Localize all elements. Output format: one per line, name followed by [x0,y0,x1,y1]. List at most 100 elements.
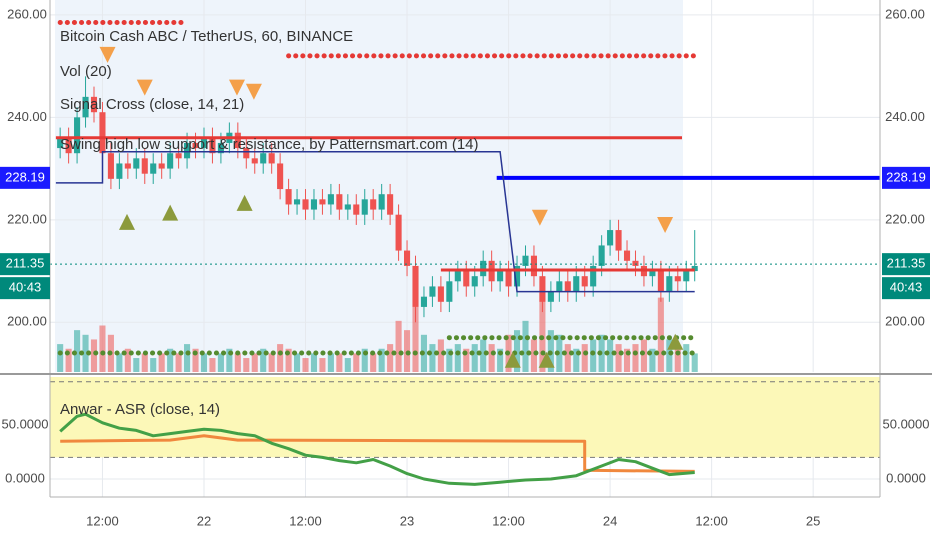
candle-body [556,281,563,292]
candle-body [370,199,377,210]
x-tick-label: 22 [197,513,211,528]
volume-bar [344,358,351,372]
candle-body [420,296,428,307]
volume-bar [277,344,284,372]
signal-marker [118,213,135,230]
overlay-line [55,150,695,293]
y-tick-label: 260.00 [7,6,47,21]
volume-bar [378,348,385,372]
volume-bar [57,344,64,372]
volume-bar [539,292,546,372]
volume-bar [150,358,157,372]
indicator-label: Vol (20) [60,63,112,80]
candle-body [116,163,123,179]
y-tick-label: 220.00 [7,211,47,226]
candle-body [607,230,614,246]
volume-bar [522,320,529,372]
y-tick-label: 0.0000 [886,470,926,485]
candle-body [471,276,478,287]
x-tick-label: 12:00 [695,513,728,528]
indicator-label: Swing high low support & resistance, by … [60,136,479,153]
candle-body [564,281,571,292]
y-tick-label: 220.00 [885,211,925,226]
candle-body [429,286,436,297]
candle-body [530,255,538,277]
candle-body [209,137,216,154]
volume-bar [302,358,309,372]
volume-bar [454,344,461,372]
volume-bar [353,353,360,372]
price-tag [882,166,930,189]
price-tag [882,253,930,276]
volume-bar [336,353,343,372]
volume-bar [640,339,647,372]
volume-bar [116,353,123,372]
price-tag-label: 228.19 [5,169,45,184]
candle-body [412,265,419,307]
candle-body [336,194,343,210]
volume-bar [209,358,216,372]
volume-bar [590,339,597,372]
volume-bar [217,353,224,372]
volume-bar [294,353,301,372]
labels: Bitcoin Cash ABC / TetherUS, 60, BINANCE… [0,6,930,528]
candle-body [234,132,241,149]
x-tick-label: 12:00 [492,513,525,528]
volume-bar [268,353,275,372]
volume-bar [192,348,199,372]
candle-body [547,291,554,302]
candle-body [175,153,182,159]
oscillator-pane [50,377,880,486]
candle-body [657,271,664,292]
volume-bar [412,306,419,372]
volume-bar [395,320,402,372]
session-highlight [55,0,683,372]
volume-bar [327,353,334,372]
candle-body [285,189,292,205]
candle-body [539,276,546,302]
candle-body [167,153,174,169]
volume-bar [530,339,538,372]
y-tick-label: 240.00 [885,109,925,124]
y-tick-label: 240.00 [7,109,47,124]
candle-body [133,158,140,169]
volume-bar [480,339,487,372]
candle-body [251,158,258,164]
candle-body [99,112,106,154]
volume-bar [226,348,233,372]
candle-body [395,214,402,251]
x-tick-label: 25 [806,513,820,528]
volume-bar [674,348,681,372]
candle-body [590,265,597,287]
volume-bar [370,353,377,372]
volume-bar [133,358,140,372]
x-tick-label: 12:00 [86,513,119,528]
candle-body [74,117,81,154]
volume-bar [607,339,614,372]
candle-body [141,158,148,174]
volume-bar [573,348,580,372]
volume-bar [310,353,318,372]
signal-marker [531,209,548,226]
volume-bar [581,344,588,372]
price-tag [0,166,50,189]
candle-body [294,199,301,205]
volume-bar [361,348,368,372]
candle-body [124,163,131,169]
volume-bar [200,353,208,372]
candle-body [361,199,368,215]
volume-bar [234,353,241,372]
x-tick-label: 24 [603,513,617,528]
signal-marker [162,204,179,221]
candle-body [497,271,504,282]
volume-bar [158,353,165,372]
volume-bar [683,344,690,372]
signal-marker [236,194,253,211]
candle-body [437,286,444,302]
volume-bar [564,344,571,372]
candle-body [598,245,605,266]
price-tag-label: 228.19 [886,169,926,184]
volume-bar [657,297,664,372]
